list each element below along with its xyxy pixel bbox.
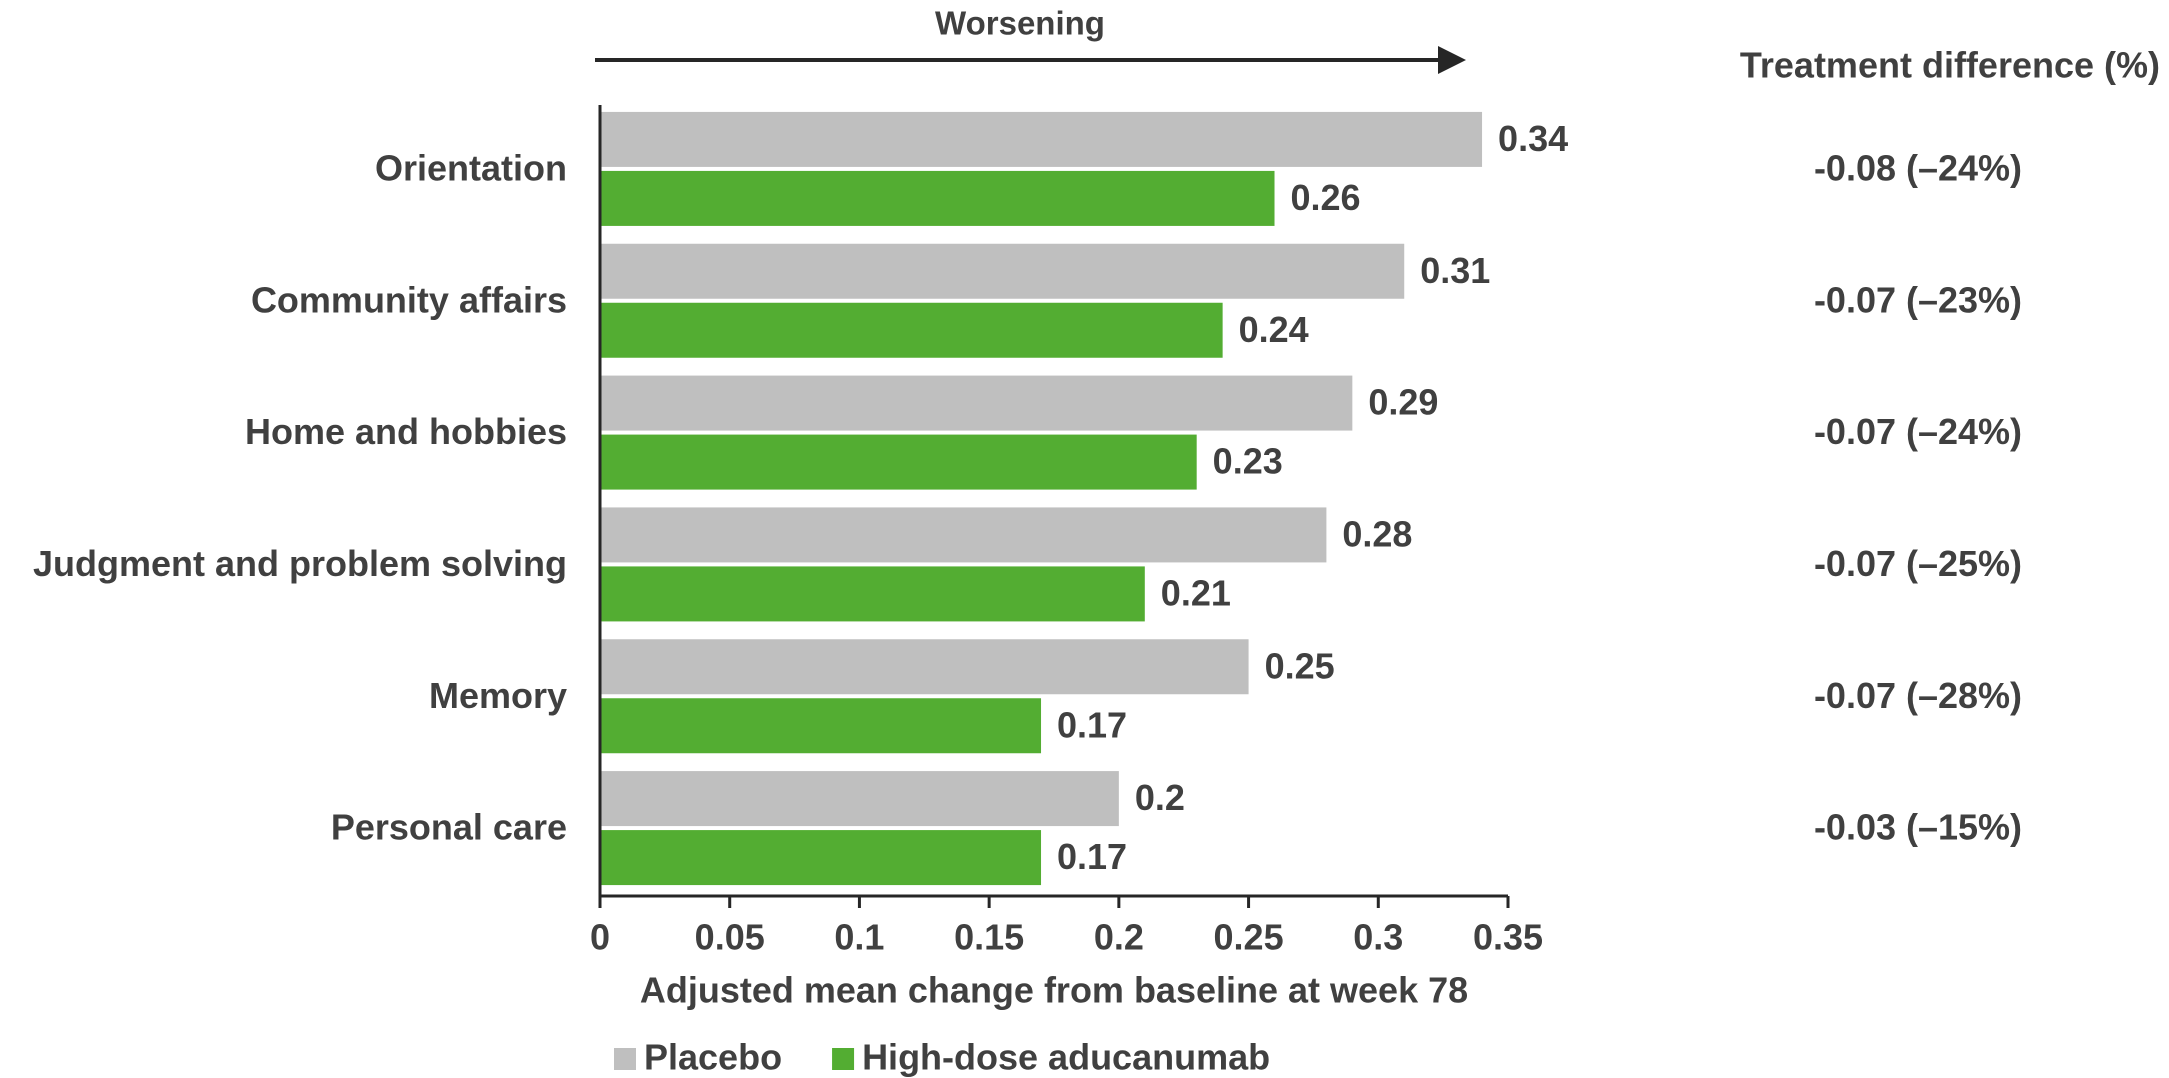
bar — [600, 375, 1353, 431]
x-tick-label: 0.2 — [1094, 917, 1144, 958]
bar — [600, 111, 1483, 167]
category-label: Home and hobbies — [245, 411, 567, 452]
bar — [600, 771, 1119, 827]
value-label: 0.17 — [1057, 836, 1127, 877]
category-label: Judgment and problem solving — [33, 543, 567, 584]
difference-header: Treatment difference (%) — [1740, 45, 2160, 86]
x-tick-label: 0.1 — [834, 917, 884, 958]
x-tick-label: 0.35 — [1473, 917, 1543, 958]
direction-label: Worsening — [935, 5, 1105, 42]
value-label: 0.28 — [1342, 513, 1412, 554]
value-label: 0.34 — [1498, 118, 1568, 159]
x-tick-label: 0.05 — [695, 917, 765, 958]
bar — [600, 639, 1249, 695]
value-label: 0.24 — [1239, 309, 1309, 350]
category-label: Memory — [429, 675, 567, 716]
difference-label: -0.07 (–23%) — [1814, 279, 2022, 320]
arrow-head — [1438, 46, 1466, 74]
legend-label: Placebo — [644, 1037, 782, 1078]
value-label: 0.29 — [1368, 382, 1438, 423]
difference-label: -0.07 (–28%) — [1814, 675, 2022, 716]
legend-swatch — [614, 1048, 636, 1070]
x-tick-label: 0.3 — [1353, 917, 1403, 958]
difference-label: -0.07 (–24%) — [1814, 411, 2022, 452]
value-label: 0.17 — [1057, 704, 1127, 745]
bar — [600, 302, 1223, 358]
bar — [600, 434, 1197, 490]
x-tick-label: 0 — [590, 917, 610, 958]
category-label: Personal care — [331, 807, 567, 848]
x-axis-label: Adjusted mean change from baseline at we… — [640, 970, 1468, 1011]
value-label: 0.21 — [1161, 572, 1231, 613]
legend-label: High-dose aducanumab — [862, 1037, 1270, 1078]
value-label: 0.23 — [1213, 441, 1283, 482]
difference-label: -0.08 (–24%) — [1814, 147, 2022, 188]
value-label: 0.26 — [1291, 177, 1361, 218]
legend-swatch — [832, 1048, 855, 1070]
bar — [600, 243, 1405, 299]
difference-label: -0.03 (–15%) — [1814, 807, 2022, 848]
bar — [600, 566, 1145, 622]
category-label: Orientation — [375, 147, 567, 188]
value-label: 0.25 — [1265, 645, 1335, 686]
bar — [600, 507, 1327, 563]
bar — [600, 170, 1275, 226]
value-label: 0.31 — [1420, 250, 1490, 291]
x-tick-label: 0.25 — [1214, 917, 1284, 958]
x-tick-label: 0.15 — [954, 917, 1024, 958]
difference-label: -0.07 (–25%) — [1814, 543, 2022, 584]
value-label: 0.2 — [1135, 777, 1185, 818]
category-label: Community affairs — [251, 279, 567, 320]
bar — [600, 698, 1042, 754]
bar — [600, 830, 1042, 886]
